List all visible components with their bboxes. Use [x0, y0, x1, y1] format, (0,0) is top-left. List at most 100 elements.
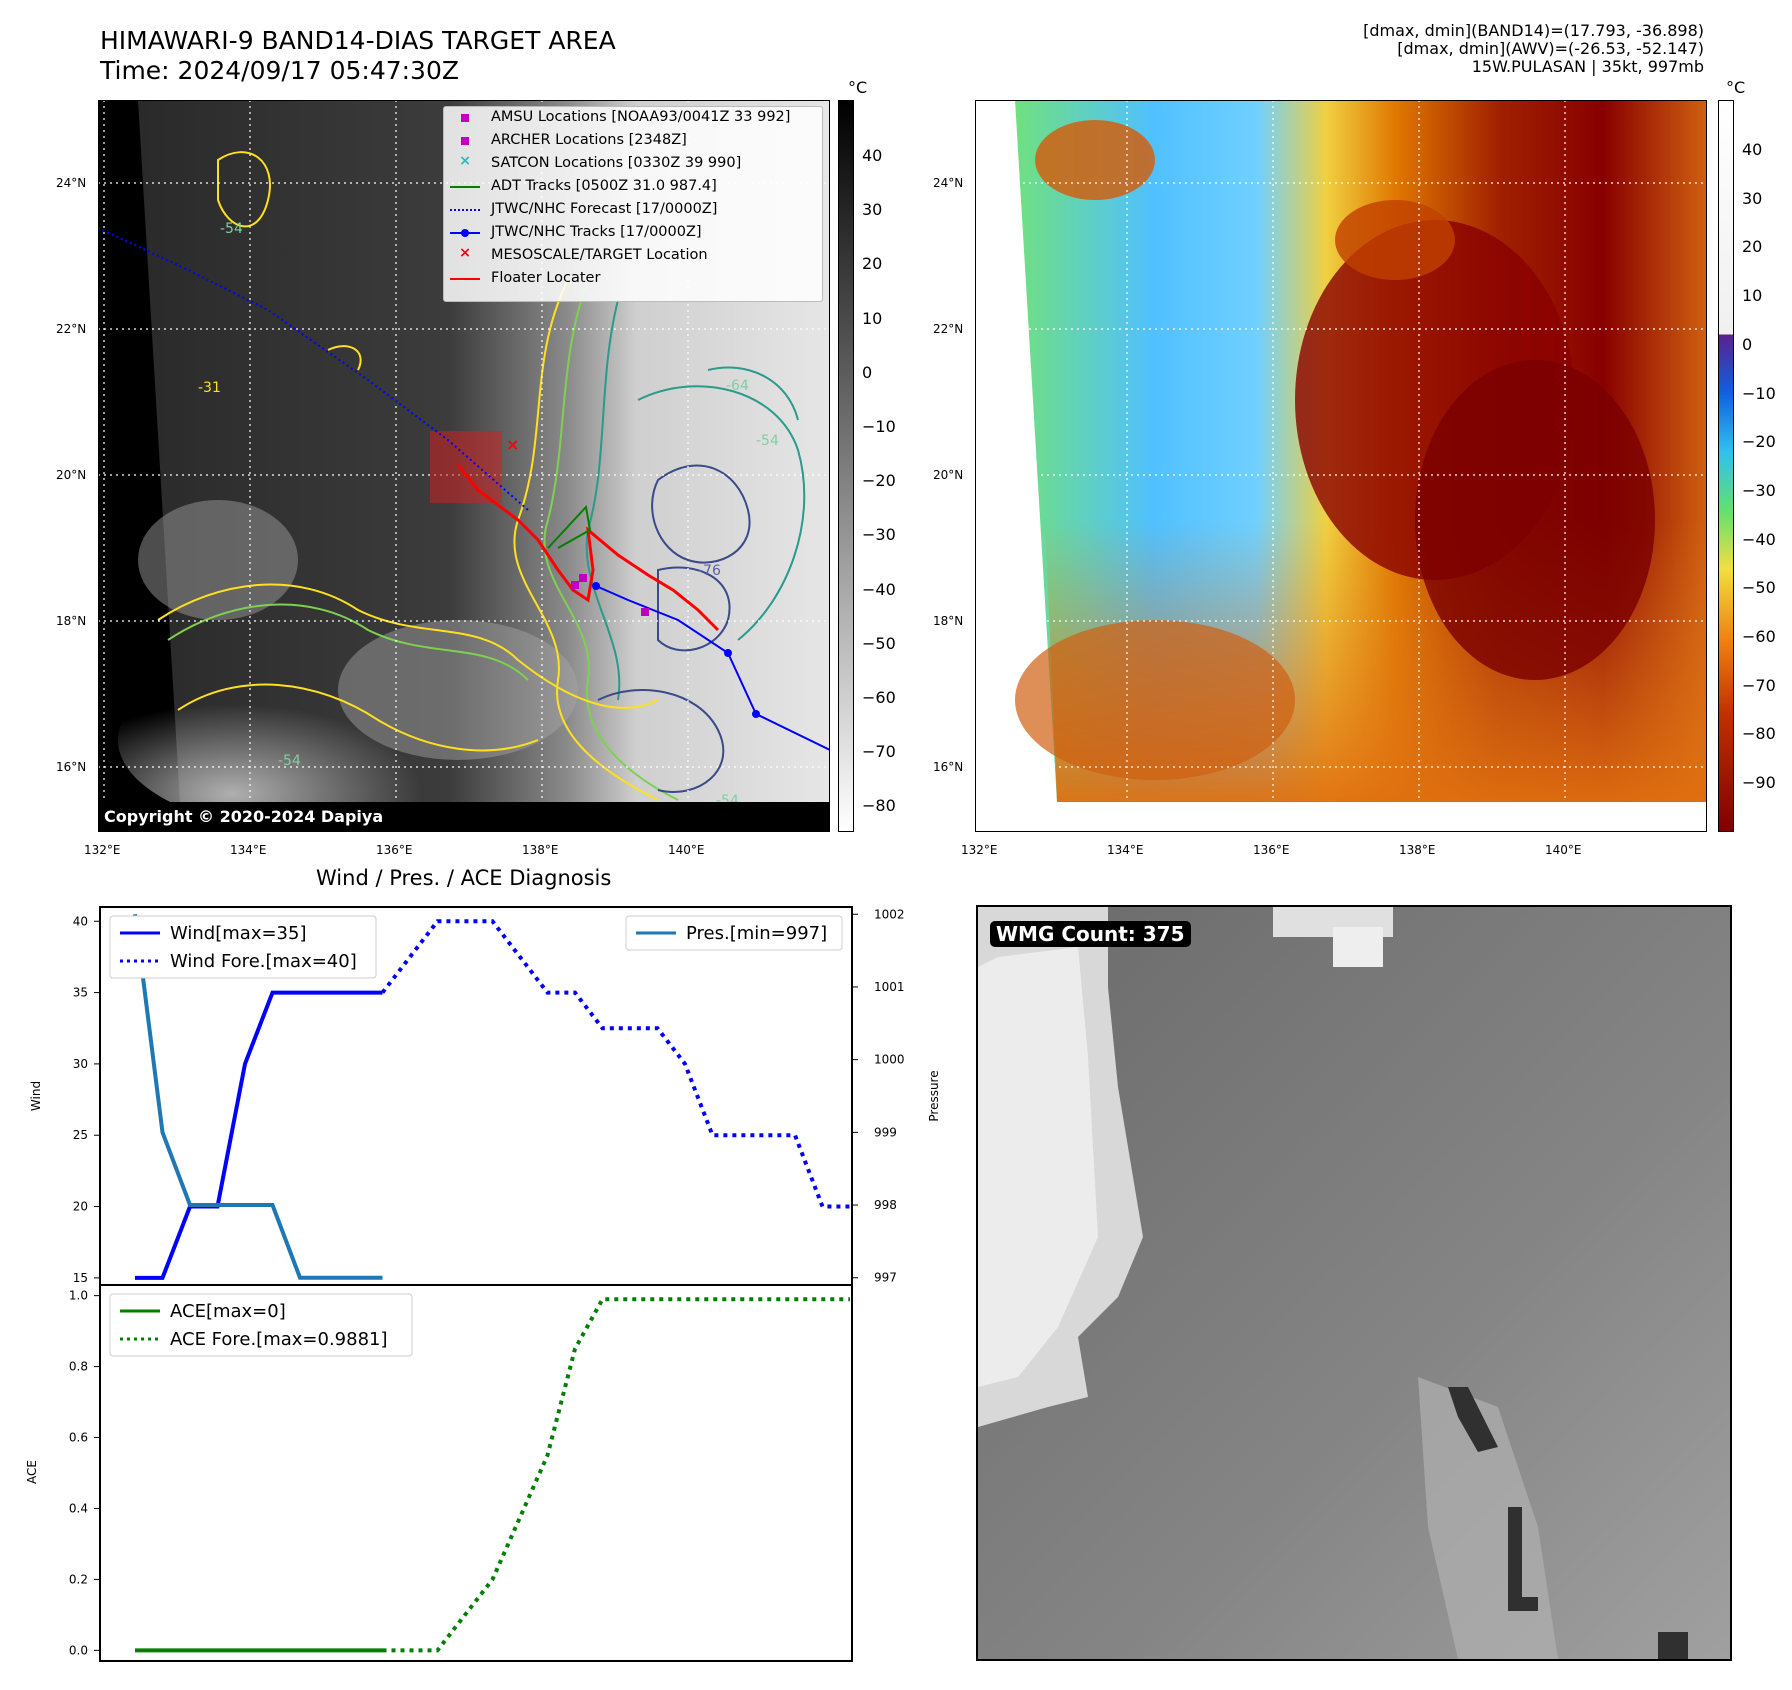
contour-label: -54	[220, 221, 243, 237]
wmg-canvas	[978, 907, 1730, 1659]
colorbar-left-tick: 0	[862, 362, 873, 382]
colorbar-left-tick: −40	[862, 579, 896, 599]
lat-label: 24°N	[933, 176, 964, 190]
pressure-ylabel: Pressure	[927, 1070, 941, 1121]
colorbar-right-tick: −80	[1742, 724, 1776, 744]
ace-tick-label: 0.2	[69, 1572, 88, 1586]
figure-time: Time: 2024/09/17 05:47:30Z	[100, 56, 459, 85]
colorbar-right-tick: 10	[1742, 286, 1763, 306]
lat-label: 18°N	[933, 614, 964, 628]
wind-series-line	[135, 990, 383, 1280]
contour-label: -64	[726, 378, 749, 394]
wmg-panel[interactable]: WMG Count: 375	[976, 905, 1732, 1661]
pressure-tick-label: 1001	[874, 980, 905, 994]
diagnosis-chart[interactable]: 40 35 30 25 20 15 1002 1001 1000 999 998 997 1.0 0.8 0…	[0, 900, 980, 1690]
info-panel: [dmax, dmin](BAND14)=(17.793, -36.898) […	[1363, 22, 1704, 76]
colorbar-right-tick: 20	[1742, 237, 1763, 257]
colorbar-right-unit: °C	[1726, 78, 1746, 97]
colorbar-left-tick: −50	[862, 633, 896, 653]
pressure-series-line	[133, 914, 383, 1280]
lon-label: 132°E	[84, 843, 121, 857]
legend-jtwc-tracks: JTWC/NHC Tracks [17/0000Z]	[491, 224, 702, 240]
color-map-canvas	[975, 100, 1707, 832]
info-line-storm: 15W.PULASAN | 35kt, 997mb	[1471, 57, 1704, 76]
ace-tick-label: 0.6	[69, 1431, 88, 1445]
wind-tick-label: 35	[73, 986, 88, 1000]
lat-label: 18°N	[56, 614, 87, 628]
ace-tick-label: 1.0	[69, 1289, 88, 1303]
ace-legend: ACE[max=0] ACE Fore.[max=0.9881]	[109, 1293, 413, 1357]
lat-label: 22°N	[933, 322, 964, 336]
mesoscale-target-box	[430, 431, 502, 503]
colorbar-left-tick: 10	[862, 308, 883, 328]
legend-archer: ARCHER Locations [2348Z]	[491, 132, 687, 148]
colorbar-right-tick: −70	[1742, 675, 1776, 695]
legend-jtwc-forecast: JTWC/NHC Forecast [17/0000Z]	[491, 201, 718, 217]
pressure-tick-label: 997	[874, 1271, 897, 1285]
lat-label: 16°N	[56, 760, 87, 774]
pressure-tick-label: 1000	[874, 1053, 905, 1067]
colorbar-left-tick: 30	[862, 200, 883, 220]
contour-label: -76	[698, 563, 721, 579]
lon-label: 140°E	[668, 843, 705, 857]
lon-label: 138°E	[522, 843, 559, 857]
ace-ylabel: ACE	[25, 1460, 39, 1484]
legend-mesoscale: MESOSCALE/TARGET Location	[491, 247, 708, 263]
colorbar-left-tick: −60	[862, 688, 896, 707]
legend-ace-fore: ACE Fore.[max=0.9881]	[170, 1329, 388, 1350]
legend-pressure: Pres.[min=997]	[686, 923, 827, 944]
wind-tick-label: 40	[73, 914, 88, 928]
colorbar-left-tick: −20	[862, 471, 896, 491]
pressure-legend: Pres.[min=997]	[625, 915, 843, 951]
ir-map-panel[interactable]: -54 -31 -64 -54 -76 -54 -54	[97, 100, 831, 832]
colorbar-left-unit: °C	[848, 78, 868, 97]
colorbar-left-tick: −70	[862, 742, 896, 762]
colorbar-right-tick: −90	[1742, 773, 1776, 793]
wmg-count-badge: WMG Count: 375	[990, 921, 1191, 947]
legend-satcon: SATCON Locations [0330Z 39 990]	[491, 155, 742, 171]
ace-tick-label: 0.8	[69, 1360, 88, 1374]
legend-floater: Floater Locater	[491, 270, 601, 286]
ace-tick-label: 0.0	[69, 1643, 88, 1657]
lat-label: 20°N	[56, 468, 87, 482]
pressure-tick-label: 998	[874, 1198, 897, 1212]
pressure-tick-label: 999	[874, 1125, 897, 1139]
lon-label: 136°E	[1253, 843, 1290, 857]
ace-forecast-series-line	[382, 1297, 850, 1653]
wind-tick-label: 20	[73, 1200, 88, 1214]
wind-forecast-series-line	[380, 919, 850, 1209]
info-line-awv: [dmax, dmin](AWV)=(-26.53, -52.147)	[1397, 39, 1704, 58]
lon-label: 140°E	[1545, 843, 1582, 857]
wind-tick-label: 30	[73, 1057, 88, 1071]
pressure-tick-label: 1002	[874, 907, 905, 921]
color-map-panel[interactable]	[975, 100, 1707, 832]
colorbar-right	[1718, 100, 1734, 832]
wind-tick-label: 25	[73, 1128, 88, 1142]
adt-track	[547, 504, 592, 549]
diagnosis-title: Wind / Pres. / ACE Diagnosis	[316, 866, 612, 890]
colorbar-right-tick: −10	[1742, 383, 1776, 403]
copyright-text: Copyright © 2020-2024 Dapiya	[104, 807, 384, 826]
ace-tick-label: 0.4	[69, 1501, 88, 1515]
lon-label: 136°E	[376, 843, 413, 857]
colorbar-right-tick: −20	[1742, 432, 1776, 452]
legend-ace: ACE[max=0]	[170, 1301, 286, 1322]
jtwc-track	[595, 585, 831, 751]
colorbar-right-tick: 0	[1742, 334, 1753, 354]
contour-label: -54	[278, 753, 301, 769]
svg-text:×: ×	[506, 435, 519, 454]
lat-label: 24°N	[56, 176, 87, 190]
colorbar-right-tick: −60	[1742, 627, 1776, 646]
lon-label: 132°E	[961, 843, 998, 857]
info-line-band14: [dmax, dmin](BAND14)=(17.793, -36.898)	[1363, 21, 1704, 40]
lat-label: 20°N	[933, 468, 964, 482]
wind-ylabel: Wind	[29, 1081, 43, 1111]
colorbar-left-tick: 20	[862, 254, 883, 274]
colorbar-left-tick: 40	[862, 146, 883, 165]
colorbar-left	[838, 100, 854, 832]
lat-label: 22°N	[56, 322, 87, 336]
colorbar-left-tick: −10	[862, 417, 896, 436]
legend-amsu: AMSU Locations [NOAA93/0041Z 33 992]	[491, 109, 791, 125]
legend-wind: Wind[max=35]	[170, 923, 307, 944]
colorbar-right-tick: −50	[1742, 578, 1776, 598]
